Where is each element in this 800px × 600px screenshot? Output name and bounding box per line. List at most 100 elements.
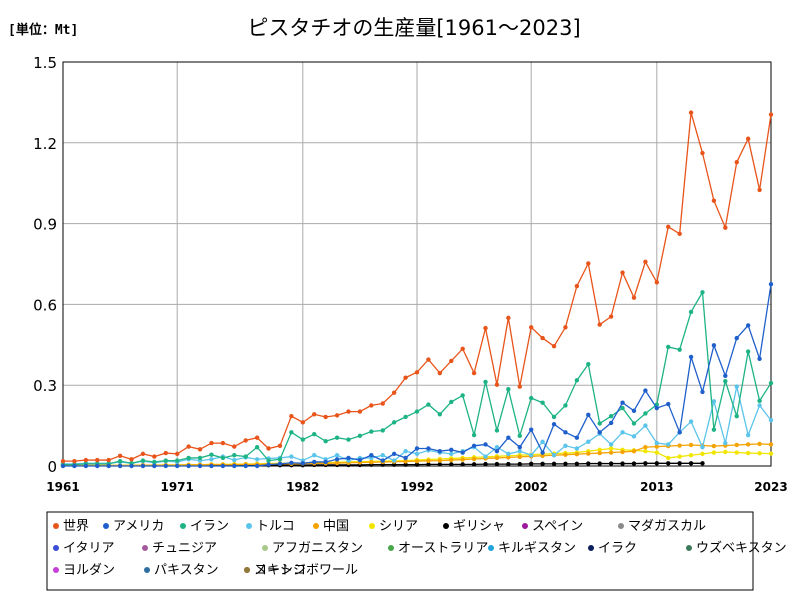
data-point	[243, 438, 248, 443]
data-point	[768, 418, 774, 423]
data-point	[688, 453, 694, 458]
data-point	[643, 444, 648, 450]
data-point	[460, 462, 465, 467]
data-point	[620, 400, 625, 405]
data-point	[528, 461, 534, 467]
data-point	[60, 458, 66, 464]
data-point	[734, 159, 739, 165]
data-point	[666, 461, 671, 466]
data-point	[152, 454, 157, 459]
data-point	[426, 402, 431, 407]
data-point	[403, 414, 408, 420]
data-point	[620, 270, 625, 275]
data-point	[494, 455, 500, 461]
data-point	[232, 457, 237, 463]
data-point	[506, 387, 511, 392]
data-point	[60, 463, 66, 469]
legend-marker	[53, 545, 59, 551]
data-point	[574, 378, 580, 383]
data-point	[540, 461, 545, 467]
data-point	[517, 444, 522, 450]
data-point	[517, 433, 522, 439]
data-point	[174, 451, 180, 457]
data-point	[414, 462, 420, 467]
data-point	[528, 325, 534, 330]
y-axis: 0 0.3 0.6 0.9 1.2 1.5	[33, 54, 57, 476]
data-point	[220, 455, 226, 461]
x-tick-label: 1992	[400, 480, 433, 494]
data-point	[608, 461, 614, 466]
legend-item: パキスタン	[144, 563, 219, 578]
data-point	[426, 446, 431, 451]
data-point	[312, 432, 317, 437]
legend-item: シリア	[369, 519, 418, 534]
data-point	[666, 401, 671, 407]
data-point	[334, 413, 340, 418]
data-point	[232, 453, 237, 458]
data-point	[357, 409, 363, 414]
data-point	[700, 389, 705, 395]
data-point	[517, 461, 522, 467]
data-point	[563, 443, 568, 448]
data-point	[688, 354, 694, 360]
data-point	[711, 450, 717, 455]
data-point	[654, 461, 660, 466]
data-point	[449, 462, 454, 467]
data-point	[586, 439, 591, 444]
data-point	[631, 421, 637, 426]
data-point	[357, 433, 363, 439]
legend-item: 中国	[313, 519, 349, 534]
data-point	[643, 448, 648, 454]
legend-box	[46, 511, 754, 591]
data-point	[506, 461, 511, 467]
data-point	[437, 458, 443, 463]
data-point	[677, 443, 682, 448]
legend-item: イタリア	[53, 541, 114, 556]
data-point	[300, 437, 306, 442]
data-point	[483, 461, 488, 467]
data-point	[620, 461, 625, 466]
data-point	[551, 453, 557, 458]
data-point	[574, 446, 580, 451]
data-point	[391, 458, 397, 463]
data-point	[289, 413, 294, 419]
data-point	[654, 405, 660, 411]
data-point	[506, 435, 511, 440]
data-point	[563, 461, 568, 467]
legend-item: メキシコ	[244, 563, 306, 578]
data-point	[460, 346, 465, 352]
data-point	[254, 444, 260, 450]
y-tick-label: 0.9	[33, 216, 57, 234]
data-point	[734, 442, 739, 448]
data-point	[643, 411, 648, 416]
data-point	[95, 457, 100, 463]
legend-label: 世界	[63, 519, 89, 534]
data-point	[140, 458, 146, 463]
data-point	[254, 435, 260, 440]
data-point	[608, 314, 614, 319]
data-point	[597, 447, 602, 453]
data-point	[403, 462, 408, 467]
data-point	[72, 458, 77, 464]
data-point	[460, 450, 465, 455]
data-point	[391, 420, 397, 425]
legend-marker	[443, 523, 449, 529]
legend-item: ウズベキスタン	[686, 540, 787, 556]
data-point	[254, 457, 260, 462]
legend-label: メキシコ	[254, 563, 306, 578]
data-point	[768, 282, 774, 287]
data-point	[643, 259, 648, 265]
data-point	[449, 399, 454, 405]
data-point	[586, 412, 591, 418]
data-point	[483, 379, 488, 385]
data-point	[654, 444, 660, 449]
data-point	[540, 335, 545, 341]
data-point	[163, 450, 168, 456]
legend-marker	[686, 545, 692, 551]
data-point	[528, 427, 534, 432]
data-point	[574, 435, 580, 440]
data-point	[460, 457, 465, 462]
data-point	[323, 459, 328, 465]
legend-item: キルギスタン	[488, 541, 576, 556]
data-point	[426, 462, 431, 467]
